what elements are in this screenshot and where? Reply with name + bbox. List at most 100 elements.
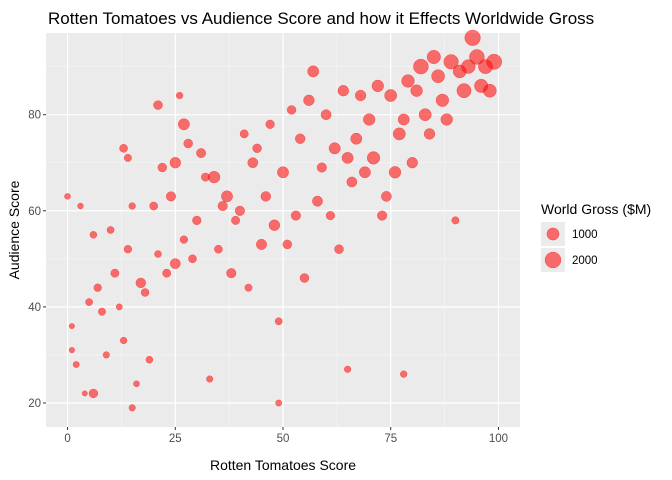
data-point [328,142,341,155]
data-point [440,113,453,126]
data-point [371,79,384,92]
data-point [77,202,84,210]
data-point [316,162,327,173]
data-point [464,29,481,46]
data-point [277,166,289,179]
data-point [377,210,388,221]
data-point [443,54,459,70]
data-point [153,100,163,110]
data-point [483,83,497,98]
data-point [119,336,128,345]
data-point [162,268,172,278]
legend-label: 2000 [572,255,598,267]
data-point [388,166,402,179]
data-point [406,157,418,169]
grid-lines [46,33,520,427]
data-point [135,277,146,289]
data-point [239,129,249,139]
data-point [157,162,167,173]
data-point [175,91,184,100]
data-point [115,303,123,311]
data-point [363,113,376,126]
data-point [128,202,136,210]
legend-label: 1000 [572,229,598,241]
data-point [208,171,221,184]
data-point [461,59,476,74]
data-point [426,50,441,64]
data-point [381,191,392,202]
data-point [123,245,133,254]
legend-symbol [544,251,562,269]
data-point [401,74,415,88]
data-point [192,215,202,225]
data-point [418,108,432,122]
data-point [256,238,267,250]
data-point [178,118,190,131]
data-point [217,200,228,211]
data-point [334,244,344,254]
data-point [214,244,223,254]
data-point [312,195,323,207]
data-point [140,288,150,297]
data-point [85,298,93,306]
data-point [206,375,214,383]
data-point [226,268,237,279]
data-point [260,191,271,202]
x-tick-label: 25 [169,433,182,445]
data-point [350,132,363,145]
data-point [410,84,423,97]
y-axis-title: Audience Score [6,180,22,279]
data-point [244,283,253,292]
data-point [337,85,349,97]
data-point [456,83,472,99]
data-point [384,89,398,102]
x-tick-label: 50 [277,433,290,445]
y-tick-label: 80 [28,110,41,122]
data-point [359,166,371,179]
data-point [400,370,408,378]
data-point [303,94,315,106]
data-point [169,258,181,269]
y-tick-label: 20 [28,398,41,410]
data-point [486,53,502,70]
y-tick-label: 40 [28,302,41,314]
x-tick-label: 75 [384,433,397,445]
x-axis-title: Rotten Tomatoes Score [210,457,356,473]
data-point [320,109,332,121]
y-axis-ticks: 20 40 60 80 [28,110,46,410]
data-point [392,127,406,141]
data-point [128,404,136,412]
data-point [110,268,120,278]
legend-symbol [546,227,560,241]
data-point [295,133,306,144]
data-points [64,29,502,412]
data-point [366,151,381,165]
data-point [72,361,80,368]
data-point [282,239,293,250]
data-point [81,390,88,397]
data-point [325,211,335,221]
data-point [196,148,206,158]
data-point [149,201,158,211]
data-point [423,128,436,140]
x-axis-ticks: 0 25 50 75 100 [64,427,508,445]
data-point [88,388,99,399]
legend: World Gross ($M) 1000 2000 [541,201,651,272]
data-point [133,380,140,388]
chart-title: Rotten Tomatoes vs Audience Score and ho… [48,9,594,28]
data-point [89,231,98,239]
data-point [252,143,262,153]
data-point [469,49,485,65]
data-point [247,157,259,169]
data-point [64,193,71,200]
data-point [102,351,110,359]
data-point [106,226,115,234]
legend-title: World Gross ($M) [541,201,651,217]
data-point [188,254,197,264]
data-point [355,89,367,102]
legend-entries: 1000 2000 [541,222,598,272]
x-tick-label: 100 [489,433,508,445]
data-point [341,152,354,164]
data-point [123,153,132,162]
